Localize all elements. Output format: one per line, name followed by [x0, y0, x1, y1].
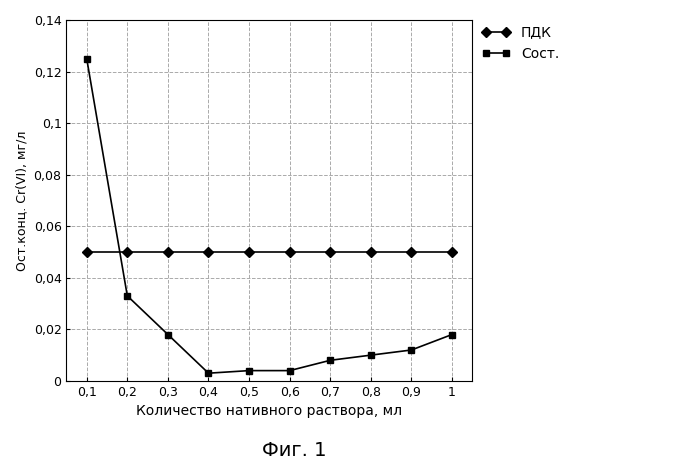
ПДК — [407, 249, 416, 255]
ПДК — [448, 249, 456, 255]
Сост. — [164, 332, 172, 337]
Сост. — [83, 56, 91, 61]
Сост. — [326, 358, 335, 363]
ПДК — [204, 249, 213, 255]
Line: Сост.: Сост. — [83, 55, 456, 377]
ПДК — [83, 249, 91, 255]
Сост. — [204, 371, 213, 376]
ПДК — [245, 249, 253, 255]
ПДК — [123, 249, 132, 255]
Сост. — [367, 352, 375, 358]
Сост. — [123, 293, 132, 299]
Сост. — [407, 347, 416, 353]
Сост. — [286, 368, 294, 373]
Сост. — [245, 368, 253, 373]
Line: ПДК: ПДК — [83, 248, 456, 255]
ПДК — [367, 249, 375, 255]
X-axis label: Количество нативного раствора, мл: Количество нативного раствора, мл — [136, 404, 402, 418]
Text: Фиг. 1: Фиг. 1 — [262, 441, 326, 461]
Y-axis label: Ост.конц. Cr(VI), мг/л: Ост.конц. Cr(VI), мг/л — [15, 130, 28, 271]
Legend: ПДК, Сост.: ПДК, Сост. — [477, 20, 565, 66]
Сост. — [448, 332, 456, 337]
ПДК — [164, 249, 172, 255]
ПДК — [286, 249, 294, 255]
ПДК — [326, 249, 335, 255]
